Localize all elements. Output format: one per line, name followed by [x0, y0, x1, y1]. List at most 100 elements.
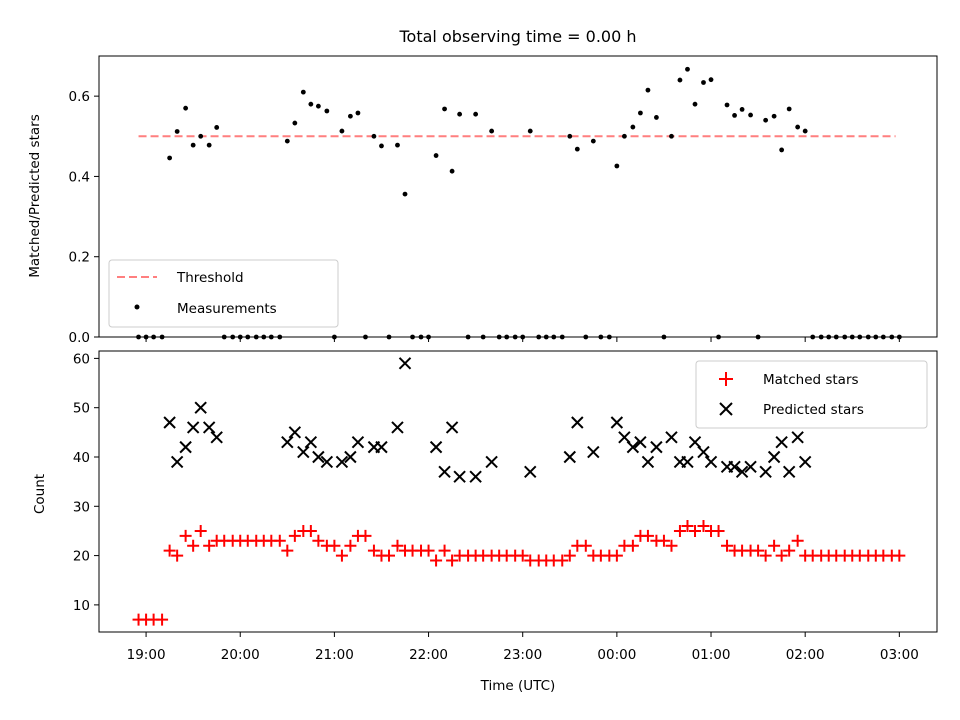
measurement-point [214, 125, 220, 130]
ratio-legend-box [108, 259, 339, 328]
count-x-tick-label: 22:00 [409, 647, 448, 663]
measurement-point [300, 89, 306, 95]
matched-star-point [273, 534, 286, 547]
matched-star-point [712, 524, 725, 537]
measurement-point [574, 146, 580, 152]
matched-star-point [775, 549, 788, 562]
predicted-star-point [210, 431, 223, 444]
count-x-tick-label: 01:00 [692, 647, 731, 663]
predicted-star-point [634, 435, 647, 449]
predicted-star-point [438, 465, 451, 478]
measurement-point [292, 120, 298, 126]
predicted-legend-label: Predicted stars [763, 402, 864, 418]
matched-star-point [367, 544, 380, 557]
predicted-star-point [312, 450, 325, 464]
measurement-point [174, 129, 180, 134]
predicted-star-point [791, 431, 804, 444]
matched-star-point [579, 539, 592, 552]
measurement-point [677, 77, 683, 83]
predicted-star-point [170, 455, 184, 469]
measurement-point [771, 113, 777, 119]
measurement-point [645, 87, 651, 93]
measurement-point [433, 153, 439, 158]
count-x-tick-label: 00:00 [597, 647, 636, 663]
measurement-point [167, 155, 173, 161]
ratio-y-tick-label: 0.6 [69, 89, 90, 105]
predicted-star-point [453, 470, 466, 483]
matched-legend-label: Matched stars [763, 372, 859, 388]
matched-star-point [203, 539, 216, 552]
matched-star-point [673, 524, 686, 537]
matched-star-point [783, 544, 796, 557]
matched-star-point [641, 529, 654, 542]
predicted-star-point [429, 440, 443, 454]
ratio-y-axis-label: Matched/Predicted stars [27, 114, 43, 277]
measurement-point [567, 133, 573, 139]
count-x-tick-label: 23:00 [503, 647, 542, 663]
measurement-point [779, 147, 785, 153]
threshold-legend-label: Threshold [176, 270, 244, 286]
predicted-star-point [163, 416, 176, 429]
ratio-y-ticks: 0.0 0.2 0.4 0.6 [69, 89, 99, 346]
measurement-point [395, 142, 400, 148]
predicted-star-point [665, 431, 678, 444]
measurements-legend-swatch [134, 304, 140, 310]
measurement-point [355, 110, 361, 116]
matched-star-point [288, 529, 301, 542]
count-legend: Matched stars Predicted stars [695, 360, 928, 429]
predicted-star-point [335, 455, 349, 469]
matched-star-point [759, 549, 772, 562]
measurement-point [457, 111, 463, 117]
count-x-ticks: 19:00 20:00 21:00 22:00 23:00 00:00 01:00 02:00… [127, 632, 919, 663]
count-axes-frame [98, 350, 938, 633]
measurement-point [732, 113, 737, 118]
matched-star-point [752, 544, 765, 557]
measurement-point [284, 138, 290, 144]
matched-star-point [179, 529, 192, 542]
measurement-point [748, 112, 753, 118]
predicted-star-point [641, 455, 655, 469]
matched-star-point [281, 544, 294, 557]
matched-star-point [563, 549, 576, 562]
predicted-star-point [587, 445, 600, 459]
measurement-point [308, 101, 314, 107]
matched-star-point [768, 539, 781, 552]
measurements-legend-label: Measurements [177, 301, 277, 317]
predicted-star-point [782, 465, 796, 478]
x-axis-label: Time (UTC) [480, 678, 556, 694]
count-x-tick-label: 02:00 [786, 647, 825, 663]
measurement-point [183, 105, 189, 111]
matched-star-point [304, 524, 317, 537]
predicted-star-point [186, 421, 200, 434]
measurement-point [669, 133, 674, 139]
matched-star-point [791, 534, 804, 547]
measurement-point [402, 191, 408, 197]
matched-star-point [194, 524, 207, 537]
chart-title: Total observing time = 0.00 h [398, 27, 636, 46]
measurement-point [802, 128, 808, 134]
measurement-point [638, 110, 643, 116]
measurement-point [190, 142, 196, 148]
predicted-star-point [297, 445, 310, 459]
matched-star-point [893, 549, 906, 562]
measurement-point [739, 106, 745, 112]
matched-star-point [391, 539, 404, 552]
matched-star-point [187, 539, 200, 552]
measurement-point [527, 128, 533, 134]
predicted-star-point [469, 470, 482, 483]
count-y-ticks: 10 20 30 40 50 60 [73, 351, 99, 614]
measurement-point [449, 168, 455, 174]
count-y-axis-label: Count [32, 474, 48, 514]
count-y-tick-label: 50 [73, 401, 90, 417]
measurement-point [621, 133, 627, 139]
matched-star-point [721, 539, 734, 552]
measurement-point [379, 143, 384, 149]
predicted-star-point [563, 450, 576, 464]
matched-star-point [556, 554, 569, 567]
matched-star-point [446, 554, 459, 567]
predicted-star-point [351, 435, 365, 449]
predicted-star-point [798, 455, 812, 469]
predicted-star-point [744, 460, 757, 474]
measurement-point [473, 111, 479, 117]
